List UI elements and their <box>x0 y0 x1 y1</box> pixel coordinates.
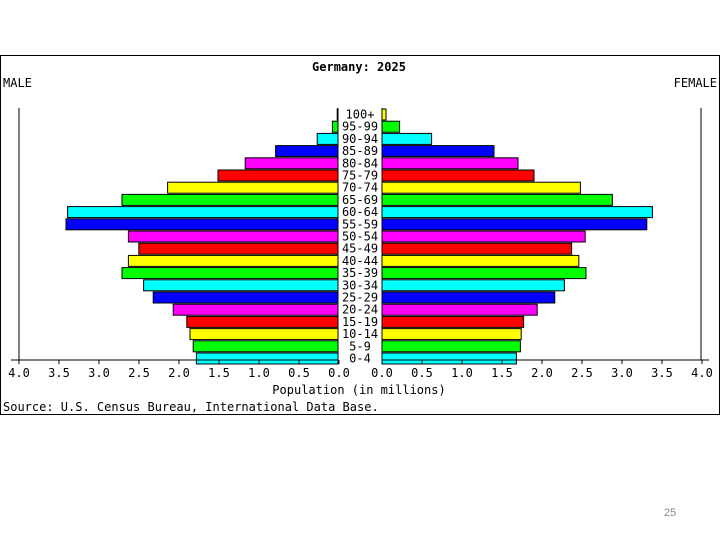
age-label: 15-19 <box>342 315 378 329</box>
axes-group: 4.0 3.5 3.0 2.5 2.0 1.5 1.0 0.5 0.0 0.0 0.5 1.0 1.5 2… <box>8 108 713 380</box>
female-bar-45-49 <box>381 242 573 255</box>
bars-group: 100+95-9990-9485-8980-8475-7970-7465-696… <box>65 108 653 366</box>
age-label: 25-29 <box>342 291 378 305</box>
age-label: 5-9 <box>349 339 371 353</box>
male-bar-85-89 <box>275 145 339 158</box>
female-bar-70-74 <box>381 181 581 194</box>
female-x-tick-label: 1.0 <box>451 366 473 380</box>
female-bar-20-24 <box>381 303 538 316</box>
male-bar-95-99 <box>331 120 339 133</box>
female-x-tick-label: 0.0 <box>371 366 393 380</box>
male-bar-0-4 <box>195 352 339 365</box>
male-bar-70-74 <box>167 181 339 194</box>
female-bar-85-89 <box>381 145 495 158</box>
x-axis-label: Population (in millions) <box>272 383 445 397</box>
age-label: 75-79 <box>342 169 378 183</box>
female-x-tick-label: 2.5 <box>571 366 593 380</box>
female-x-tick-label: 0.5 <box>411 366 433 380</box>
male-x-tick-label: 0.5 <box>288 366 310 380</box>
male-x-tick-label: 1.0 <box>248 366 270 380</box>
female-bar-0-4 <box>381 352 517 365</box>
female-bar-65-69 <box>381 193 613 206</box>
female-bar-40-44 <box>381 254 580 267</box>
female-bar-95-99 <box>381 120 401 133</box>
age-label: 60-64 <box>342 205 378 219</box>
female-bar-60-64 <box>381 206 653 219</box>
female-bar-10-14 <box>381 328 522 341</box>
male-bar-80-84 <box>244 157 339 170</box>
age-label: 80-84 <box>342 156 378 170</box>
male-bar-15-19 <box>186 315 339 328</box>
female-bar-50-54 <box>381 230 586 243</box>
male-x-tick-label: 2.0 <box>168 366 190 380</box>
female-bar-75-79 <box>381 169 535 182</box>
female-x-tick-label: 4.0 <box>691 366 713 380</box>
age-label: 70-74 <box>342 181 378 195</box>
age-label: 45-49 <box>342 242 378 256</box>
age-label: 30-34 <box>342 278 378 292</box>
male-bar-40-44 <box>127 254 339 267</box>
male-bar-20-24 <box>172 303 339 316</box>
male-bar-30-34 <box>143 279 339 292</box>
age-label: 35-39 <box>342 266 378 280</box>
male-bar-50-54 <box>127 230 339 243</box>
male-x-tick-label: 4.0 <box>8 366 30 380</box>
male-x-tick-label: 0.0 <box>328 366 350 380</box>
male-bar-55-59 <box>65 218 339 231</box>
age-label: 65-69 <box>342 193 378 207</box>
female-bar-55-59 <box>381 218 648 231</box>
female-bar-25-29 <box>381 291 556 304</box>
female-bar-80-84 <box>381 157 519 170</box>
male-x-tick-label: 2.5 <box>128 366 150 380</box>
female-bar-5-9 <box>381 340 521 353</box>
male-bar-10-14 <box>189 328 339 341</box>
age-label: 20-24 <box>342 303 378 317</box>
age-label: 40-44 <box>342 254 378 268</box>
male-bar-45-49 <box>138 242 339 255</box>
male-x-tick-label: 3.0 <box>88 366 110 380</box>
male-bar-25-29 <box>152 291 339 304</box>
male-bar-35-39 <box>121 267 339 280</box>
age-label: 55-59 <box>342 217 378 231</box>
age-label: 90-94 <box>342 132 378 146</box>
population-pyramid-chart: Germany: 2025 MALE FEMALE 100+ 95-99 90-94… <box>0 55 720 415</box>
male-bar-5-9 <box>192 340 339 353</box>
source-note: Source: U.S. Census Bureau, Internationa… <box>3 400 379 414</box>
female-bar-35-39 <box>381 267 587 280</box>
female-x-tick-label: 3.5 <box>651 366 673 380</box>
female-x-tick-label: 2.0 <box>531 366 553 380</box>
female-x-tick-label: 1.5 <box>491 366 513 380</box>
male-x-tick-label: 1.5 <box>208 366 230 380</box>
male-x-tick-label: 3.5 <box>48 366 70 380</box>
age-label: 85-89 <box>342 144 378 158</box>
female-bar-30-34 <box>381 279 565 292</box>
age-label: 95-99 <box>342 120 378 134</box>
female-bar-15-19 <box>381 315 525 328</box>
page-number: 25 <box>663 507 677 519</box>
male-bar-60-64 <box>67 206 339 219</box>
age-label: 100+ <box>346 108 375 122</box>
male-bar-65-69 <box>121 193 339 206</box>
male-label: MALE <box>3 76 32 90</box>
female-bar-100+ <box>381 108 387 121</box>
age-label: 0-4 <box>349 352 371 366</box>
male-bar-90-94 <box>316 132 339 145</box>
chart-canvas: Germany: 2025 MALE FEMALE 100+95-9990-94… <box>3 60 717 414</box>
chart-title: Germany: 2025 <box>312 60 406 74</box>
age-label: 50-54 <box>342 230 378 244</box>
male-bar-75-79 <box>217 169 339 182</box>
age-label: 10-14 <box>342 327 378 341</box>
female-x-tick-label: 3.0 <box>611 366 633 380</box>
female-bar-90-94 <box>381 132 433 145</box>
female-label: FEMALE <box>674 76 717 90</box>
